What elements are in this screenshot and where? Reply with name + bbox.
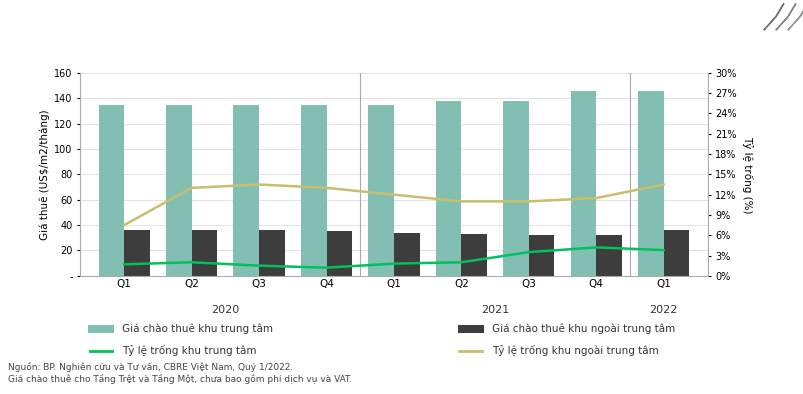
Bar — [393, 233, 419, 276]
Bar — [368, 104, 393, 276]
Polygon shape — [787, 4, 803, 30]
Bar — [662, 230, 688, 276]
Bar — [99, 104, 124, 276]
Text: Thị trường bán lẻ TP.HCM, Hoạt Động Thị Trường: Thị trường bán lẻ TP.HCM, Hoạt Động Thị … — [10, 10, 372, 24]
Bar — [503, 101, 528, 276]
Bar — [570, 91, 596, 276]
Bar — [326, 231, 352, 276]
Text: Giá chào thuê khu ngoài trung tâm: Giá chào thuê khu ngoài trung tâm — [491, 324, 675, 334]
Bar — [596, 235, 621, 276]
Text: Nguồn: BP. Nghiên cứu và Tư vấn, CBRE Việt Nam, Quý 1/2022.: Nguồn: BP. Nghiên cứu và Tư vấn, CBRE Vi… — [8, 362, 293, 372]
Bar — [191, 230, 217, 276]
Text: 2020: 2020 — [211, 305, 239, 315]
Bar — [259, 230, 284, 276]
Bar — [166, 104, 191, 276]
Bar — [528, 235, 554, 276]
Bar — [124, 230, 149, 276]
Bar — [435, 101, 461, 276]
Bar — [461, 234, 487, 276]
Text: Tỷ lệ trống khu ngoài trung tâm: Tỷ lệ trống khu ngoài trung tâm — [491, 345, 658, 356]
Text: Tỷ lệ trống khu trung tâm: Tỷ lệ trống khu trung tâm — [122, 345, 256, 356]
Text: Giá chào thuê khu trung tâm: Giá chào thuê khu trung tâm — [122, 324, 273, 334]
Text: 2021: 2021 — [480, 305, 508, 315]
Text: Giá chào thuê cho Tầng Trệt và Tầng Một, chưa bao gồm phí dịch vụ và VAT.: Giá chào thuê cho Tầng Trệt và Tầng Một,… — [8, 374, 352, 384]
Bar — [638, 91, 662, 276]
Polygon shape — [775, 4, 795, 30]
Y-axis label: Tỷ lệ trống (%): Tỷ lệ trống (%) — [741, 136, 752, 213]
Bar — [233, 104, 259, 276]
Text: 2022: 2022 — [649, 305, 677, 315]
Bar — [300, 104, 326, 276]
Polygon shape — [763, 4, 783, 30]
Y-axis label: Giá thuê (US$/m2/tháng): Giá thuê (US$/m2/tháng) — [39, 109, 50, 240]
